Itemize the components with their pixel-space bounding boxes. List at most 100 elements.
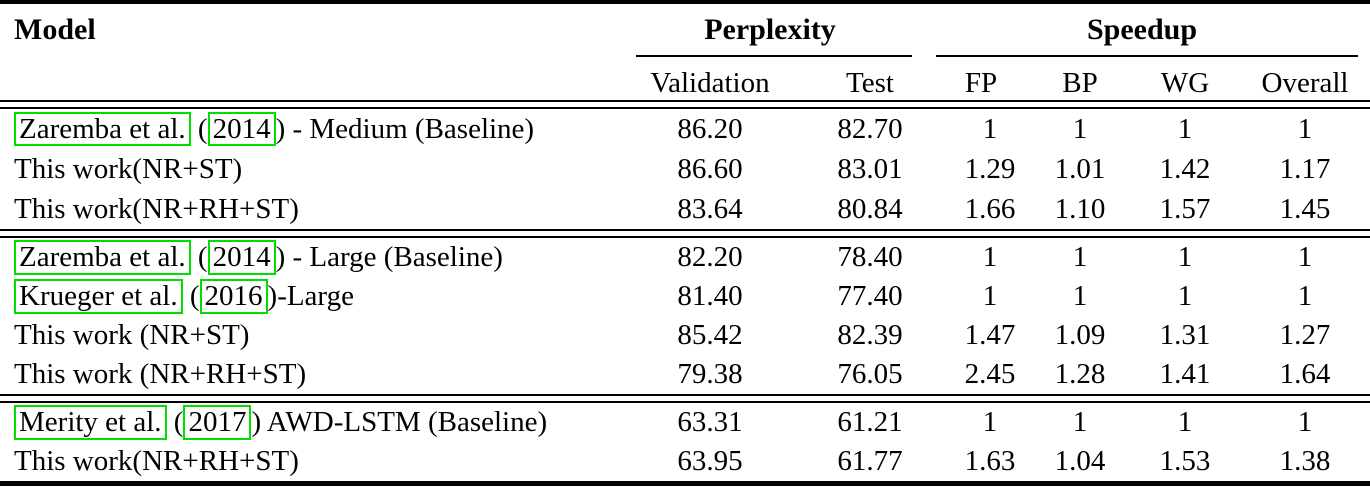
table-group-2: Zaremba et al. (2014) - Large (Baseline)… xyxy=(0,238,1370,394)
column-header-bp: BP xyxy=(1062,66,1098,99)
model-cell: This work(NR+ST) xyxy=(14,152,243,185)
bp-speedup-cell: 1.28 xyxy=(1054,358,1106,390)
test-perplexity-cell: 61.21 xyxy=(837,406,903,438)
bp-speedup-cell: 1 xyxy=(1072,112,1088,145)
overall-speedup-cell: 1 xyxy=(1297,406,1313,438)
table-row: This work (NR+RH+ST) 79.38 76.05 2.45 1.28 1.… xyxy=(0,355,1370,394)
model-cell: This work (NR+ST) xyxy=(14,319,250,351)
year-link[interactable]: 2014 xyxy=(207,111,276,147)
table-group-1: Zaremba et al. (2014) - Medium (Baseline… xyxy=(0,109,1370,229)
model-cell: Merity et al. (2017) AWD-LSTM (Baseline) xyxy=(0,405,630,440)
wg-speedup-cell: 1.57 xyxy=(1159,192,1211,225)
validation-perplexity-cell: 81.40 xyxy=(677,280,743,312)
year-link[interactable]: 2017 xyxy=(183,405,252,440)
model-cell: This work(NR+RH+ST) xyxy=(14,192,299,225)
citation-link[interactable]: Krueger et al. xyxy=(14,279,183,314)
model-cell: Zaremba et al. (2014) - Large (Baseline) xyxy=(0,240,630,275)
perplexity-midrule xyxy=(636,55,912,67)
overall-speedup-cell: 1.27 xyxy=(1279,319,1331,351)
wg-speedup-cell: 1.31 xyxy=(1159,319,1211,351)
validation-perplexity-cell: 63.31 xyxy=(677,406,743,438)
overall-speedup-cell: 1.38 xyxy=(1279,445,1331,477)
table-bottom-rule xyxy=(0,481,1370,486)
table-row: This work (NR+ST) 85.42 82.39 1.47 1.09 1.31 1… xyxy=(0,316,1370,355)
citation-link[interactable]: Zaremba et al. xyxy=(14,240,191,275)
speedup-midrule xyxy=(936,55,1358,67)
overall-speedup-cell: 1.17 xyxy=(1279,152,1331,185)
overall-speedup-cell: 1.45 xyxy=(1279,192,1331,225)
table-row: Zaremba et al. (2014) - Medium (Baseline… xyxy=(0,109,1370,149)
table-group-3: Merity et al. (2017) AWD-LSTM (Baseline)… xyxy=(0,403,1370,481)
table-row: This work(NR+RH+ST) 63.95 61.77 1.63 1.04 1.5… xyxy=(0,442,1370,481)
validation-perplexity-cell: 85.42 xyxy=(677,319,743,351)
wg-speedup-cell: 1 xyxy=(1177,280,1193,312)
model-cell: Krueger et al. (2016)-Large xyxy=(0,279,630,314)
bp-speedup-cell: 1.09 xyxy=(1054,319,1106,351)
header-midrules xyxy=(0,55,1370,67)
table-top-rule xyxy=(0,0,1370,4)
wg-speedup-cell: 1 xyxy=(1177,406,1193,438)
table-row: Zaremba et al. (2014) - Large (Baseline)… xyxy=(0,238,1370,277)
column-header-model: Model xyxy=(14,13,96,46)
fp-speedup-cell: 1.29 xyxy=(964,152,1016,185)
fp-speedup-cell: 1 xyxy=(982,406,998,438)
validation-perplexity-cell: 82.20 xyxy=(677,241,743,273)
validation-perplexity-cell: 86.60 xyxy=(677,152,743,185)
bp-speedup-cell: 1.10 xyxy=(1054,192,1106,225)
year-link[interactable]: 2016 xyxy=(199,279,268,314)
test-perplexity-cell: 77.40 xyxy=(837,280,903,312)
citation-link[interactable]: Merity et al. xyxy=(14,405,167,440)
header-body-separator xyxy=(0,100,1370,109)
test-perplexity-cell: 82.39 xyxy=(837,319,903,351)
table-body: Zaremba et al. (2014) - Medium (Baseline… xyxy=(0,109,1370,481)
wg-speedup-cell: 1.41 xyxy=(1159,358,1211,390)
column-group-header-perplexity: Perplexity xyxy=(704,13,836,46)
fp-speedup-cell: 1 xyxy=(982,241,998,273)
model-cell: This work(NR+RH+ST) xyxy=(14,445,299,477)
test-perplexity-cell: 80.84 xyxy=(837,192,903,225)
table-row: This work(NR+ST) 86.60 83.01 1.29 1.01 1.42 1.… xyxy=(0,149,1370,189)
bp-speedup-cell: 1.04 xyxy=(1054,445,1106,477)
test-perplexity-cell: 61.77 xyxy=(837,445,903,477)
table-header-row-1: Model Perplexity Speedup xyxy=(0,4,1370,56)
fp-speedup-cell: 1 xyxy=(982,112,998,145)
table-row: Krueger et al. (2016)-Large 81.40 77.40 1 1 1… xyxy=(0,277,1370,316)
fp-speedup-cell: 2.45 xyxy=(964,358,1016,390)
bp-speedup-cell: 1 xyxy=(1072,241,1088,273)
validation-perplexity-cell: 79.38 xyxy=(677,358,743,390)
column-header-validation: Validation xyxy=(650,66,770,99)
fp-speedup-cell: 1 xyxy=(982,280,998,312)
model-cell: This work (NR+RH+ST) xyxy=(14,358,307,390)
validation-perplexity-cell: 83.64 xyxy=(677,192,743,225)
table-header-row-2: Validation Test FP BP WG Overall xyxy=(0,66,1370,100)
validation-perplexity-cell: 63.95 xyxy=(677,445,743,477)
fp-speedup-cell: 1.47 xyxy=(964,319,1016,351)
overall-speedup-cell: 1 xyxy=(1297,112,1313,145)
column-header-wg: WG xyxy=(1160,66,1210,99)
table-row: Merity et al. (2017) AWD-LSTM (Baseline)… xyxy=(0,403,1370,442)
year-link[interactable]: 2014 xyxy=(207,240,276,275)
fp-speedup-cell: 1.63 xyxy=(964,445,1016,477)
column-header-overall: Overall xyxy=(1261,66,1349,99)
citation-link[interactable]: Zaremba et al. xyxy=(14,111,191,147)
group-separator xyxy=(0,229,1370,238)
wg-speedup-cell: 1.42 xyxy=(1159,152,1211,185)
validation-perplexity-cell: 86.20 xyxy=(677,112,743,145)
fp-speedup-cell: 1.66 xyxy=(964,192,1016,225)
column-header-fp: FP xyxy=(964,66,998,99)
test-perplexity-cell: 78.40 xyxy=(837,241,903,273)
bp-speedup-cell: 1 xyxy=(1072,280,1088,312)
test-perplexity-cell: 83.01 xyxy=(837,152,903,185)
wg-speedup-cell: 1 xyxy=(1177,112,1193,145)
bp-speedup-cell: 1.01 xyxy=(1054,152,1106,185)
overall-speedup-cell: 1 xyxy=(1297,241,1313,273)
wg-speedup-cell: 1 xyxy=(1177,241,1193,273)
overall-speedup-cell: 1 xyxy=(1297,280,1313,312)
group-separator xyxy=(0,394,1370,403)
table-row: This work(NR+RH+ST) 83.64 80.84 1.66 1.10 1.5… xyxy=(0,189,1370,229)
model-cell: Zaremba et al. (2014) - Medium (Baseline… xyxy=(0,111,630,147)
test-perplexity-cell: 82.70 xyxy=(837,112,903,145)
bp-speedup-cell: 1 xyxy=(1072,406,1088,438)
bottom-margin xyxy=(0,486,1370,496)
overall-speedup-cell: 1.64 xyxy=(1279,358,1331,390)
